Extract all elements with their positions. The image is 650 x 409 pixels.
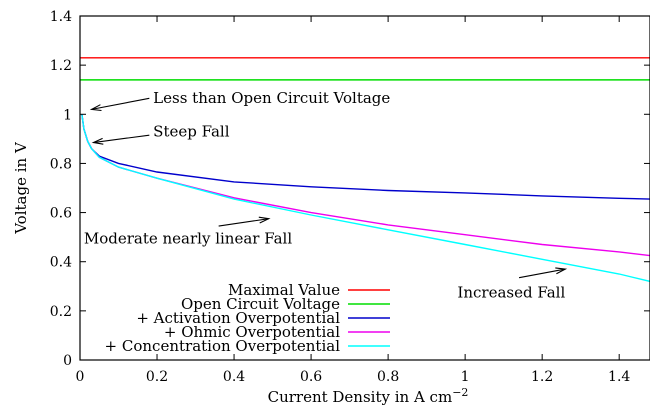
y-tick-label: 0 — [63, 353, 72, 369]
series-line-5 — [81, 114, 650, 283]
legend-entry-label: + Ohmic Overpotential — [164, 323, 340, 341]
annotation-arrow-head — [91, 137, 104, 145]
y-tick-label: 0.4 — [50, 255, 72, 271]
x-tick-label: 1 — [461, 369, 470, 385]
annotation-arrow-head — [258, 216, 271, 224]
legend-entry-label: Open Circuit Voltage — [181, 295, 340, 313]
x-tick-label: 0.8 — [377, 369, 399, 385]
x-axis-label-text: Current Density in A cm — [268, 388, 453, 406]
legend-entry-label: Maximal Value — [228, 281, 340, 299]
x-axis-label: Current Density in A cm−2 — [268, 386, 469, 406]
x-tick-label: 0.4 — [223, 369, 245, 385]
annotation-label: Moderate nearly linear Fall — [84, 229, 292, 247]
y-tick-label: 0.8 — [50, 156, 72, 172]
ticks-layer: 0 0.2 0.4 0.6 0.8 1 1.2 1.4 0 0.2 0.4 0.6 0.8 1 1.2 1.4 — [50, 9, 650, 385]
annotation-arrow-head — [89, 104, 102, 112]
annotation-arrow-shaft — [93, 134, 150, 144]
annotation-label: Increased Fall — [457, 283, 565, 301]
legend-entry-label: + Activation Overpotential — [136, 309, 340, 327]
series-layer — [80, 57, 650, 283]
x-axis-label-exponent: −2 — [452, 386, 468, 399]
y-axis-label: Voltage in V — [12, 141, 30, 235]
x-tick-label: 1.4 — [608, 369, 630, 385]
annotation-arrow-shaft — [518, 268, 566, 279]
annotation-arrow-head — [555, 267, 568, 275]
annotations-layer: Less than Open Circuit Voltage Steep Fall… — [84, 89, 568, 301]
y-tick-label: 1.4 — [50, 9, 72, 25]
annotation-arrow-shaft — [91, 97, 150, 110]
x-tick-label: 0 — [76, 369, 85, 385]
y-tick-label: 1.2 — [50, 58, 72, 74]
x-tick-label: 0.2 — [146, 369, 168, 385]
annotation-label: Less than Open Circuit Voltage — [153, 89, 390, 107]
annotation-arrow-shaft — [218, 218, 269, 227]
x-tick-label: 0.6 — [300, 369, 322, 385]
plot-frame — [79, 15, 650, 361]
legend-entry-label: + Concentration Overpotential — [105, 337, 341, 355]
annotation-label: Steep Fall — [153, 122, 230, 140]
y-tick-label: 0.6 — [50, 206, 72, 222]
x-tick-label: 1.2 — [531, 369, 553, 385]
y-tick-label: 0.2 — [50, 304, 72, 320]
y-tick-label: 1 — [63, 107, 72, 123]
